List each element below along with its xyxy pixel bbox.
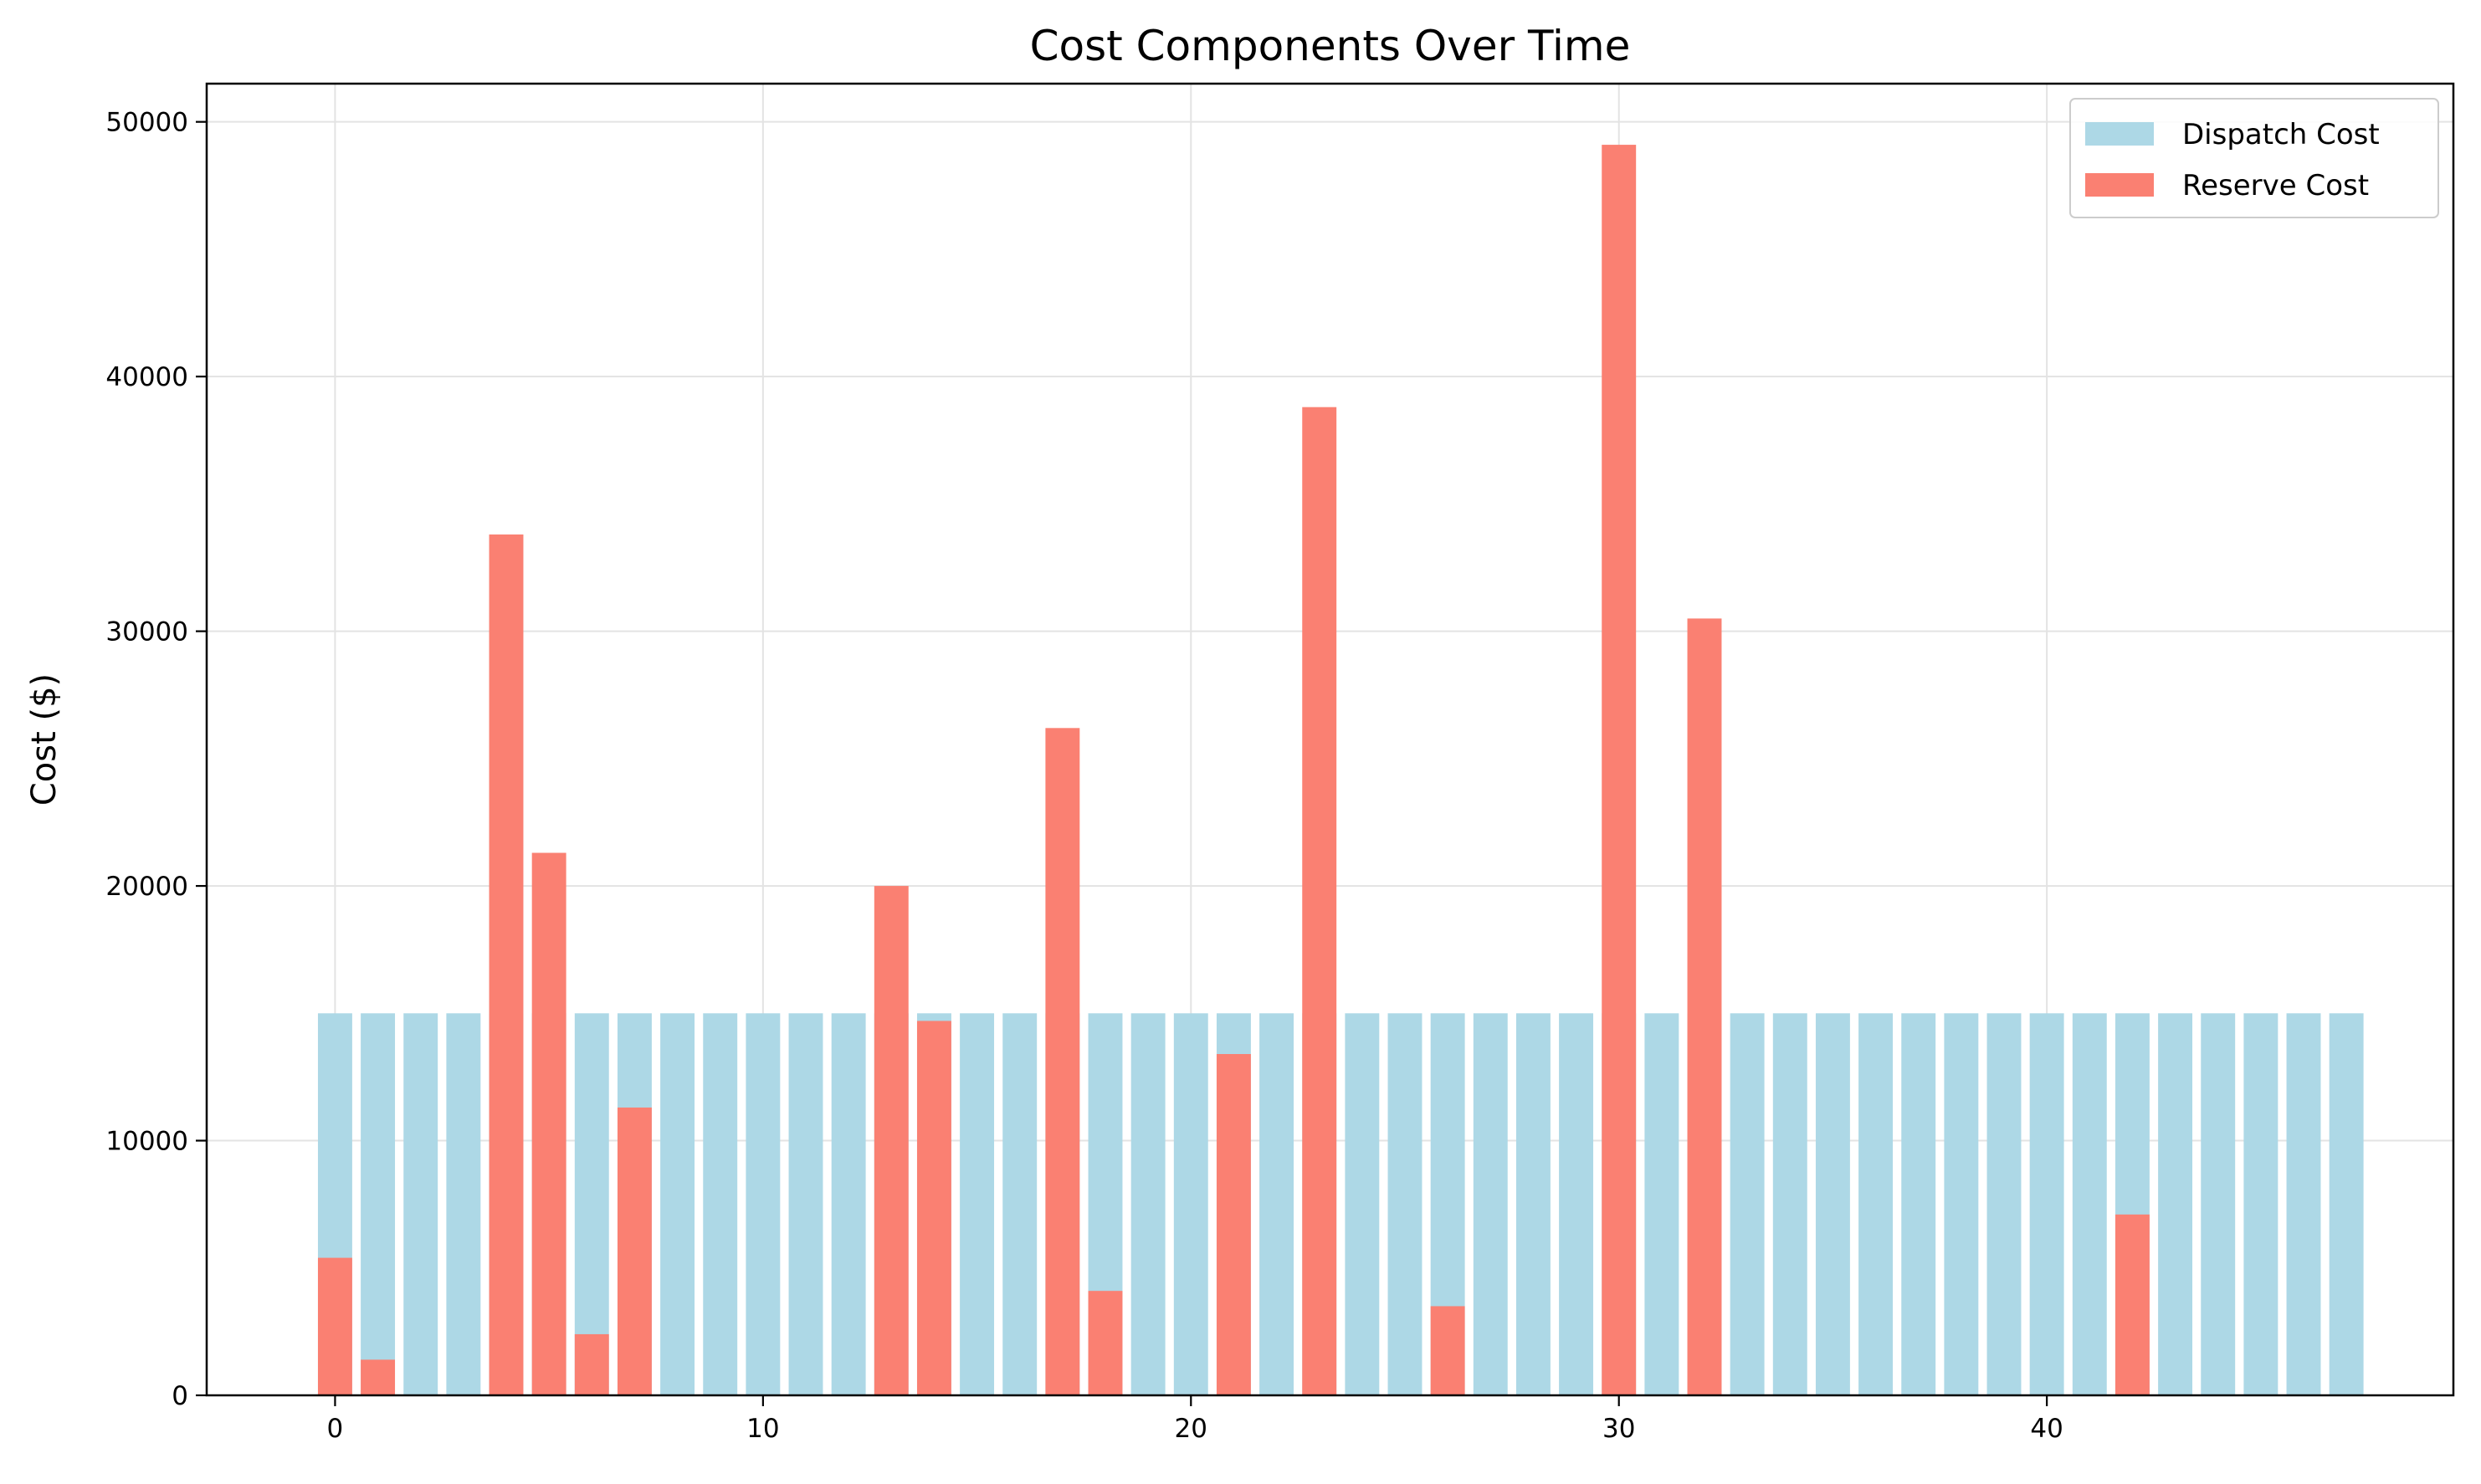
x-tick-label: 30 <box>1602 1414 1635 1444</box>
dispatch-cost-legend-swatch <box>2085 122 2154 146</box>
y-tick-label: 30000 <box>105 617 188 647</box>
reserve-cost-bar <box>2114 1214 2150 1395</box>
y-tick-label: 20000 <box>105 872 188 902</box>
dispatch-cost-bar <box>2329 1013 2364 1395</box>
x-tick-label: 0 <box>327 1414 344 1444</box>
reserve-cost-bar <box>1302 407 1337 1395</box>
dispatch-cost-bar <box>361 1013 396 1395</box>
reserve-cost-legend-label: Reserve Cost <box>2182 169 2369 202</box>
dispatch-cost-bar <box>2243 1013 2279 1395</box>
reserve-cost-bar <box>1088 1291 1123 1395</box>
reserve-cost-bar <box>361 1359 396 1395</box>
chart-title: Cost Components Over Time <box>1030 22 1631 70</box>
y-axis-label: Cost ($) <box>25 673 64 806</box>
reserve-cost-bar <box>1687 618 1722 1395</box>
plot-frame <box>205 82 2455 1397</box>
dispatch-cost-bar <box>1130 1013 1166 1395</box>
reserve-cost-bar <box>1430 1306 1465 1395</box>
dispatch-cost-bar <box>2286 1013 2321 1395</box>
dispatch-cost-bar <box>1730 1013 1765 1395</box>
dispatch-cost-bar <box>660 1013 695 1395</box>
dispatch-cost-bar <box>1858 1013 1894 1395</box>
bars <box>317 145 2364 1396</box>
dispatch-cost-bar <box>2072 1013 2107 1395</box>
dispatch-cost-bar <box>2158 1013 2193 1395</box>
y-tick-label: 40000 <box>105 362 188 392</box>
reserve-cost-bar <box>1045 728 1080 1395</box>
reserve-cost-bar <box>874 886 909 1395</box>
dispatch-cost-bar <box>831 1013 866 1395</box>
legend: Dispatch Cost Reserve Cost <box>2069 98 2439 218</box>
x-tick-label: 10 <box>746 1414 779 1444</box>
reserve-cost-bar <box>531 852 566 1395</box>
dispatch-cost-bar <box>403 1013 438 1395</box>
dispatch-cost-bar <box>1772 1013 1807 1395</box>
dispatch-cost-bar <box>1387 1013 1422 1395</box>
dispatch-cost-bar <box>1815 1013 1850 1395</box>
dispatch-cost-bar <box>1345 1013 1380 1395</box>
y-tick-label: 10000 <box>105 1127 188 1157</box>
reserve-cost-legend-swatch <box>2085 173 2154 197</box>
dispatch-cost-bar <box>746 1013 781 1395</box>
x-tick-label: 40 <box>2030 1414 2063 1444</box>
reserve-cost-bar <box>489 534 524 1396</box>
dispatch-cost-bar <box>1944 1013 1979 1395</box>
dispatch-cost-bar <box>1644 1013 1679 1395</box>
dispatch-cost-bar <box>788 1013 823 1395</box>
dispatch-cost-bar <box>1901 1013 1936 1395</box>
dispatch-cost-bar <box>574 1013 609 1395</box>
dispatch-cost-bar <box>1259 1013 1294 1395</box>
dispatch-cost-bar <box>1173 1013 1208 1395</box>
reserve-cost-bar <box>574 1333 609 1395</box>
dispatch-cost-bar <box>1002 1013 1038 1395</box>
dispatch-cost-bar <box>703 1013 738 1395</box>
reserve-cost-bar <box>617 1107 652 1395</box>
y-tick-label: 0 <box>172 1381 188 1411</box>
dispatch-cost-bar <box>2201 1013 2236 1395</box>
reserve-cost-bar <box>317 1257 352 1395</box>
reserve-cost-bar <box>1602 145 1637 1396</box>
dispatch-cost-bar <box>1515 1013 1551 1395</box>
dispatch-cost-legend-label: Dispatch Cost <box>2182 118 2380 151</box>
legend-box <box>2069 98 2439 218</box>
x-tick-label: 20 <box>1175 1414 1207 1444</box>
dispatch-cost-bar <box>960 1013 995 1395</box>
reserve-cost-bar <box>1216 1054 1251 1395</box>
dispatch-cost-bar <box>1559 1013 1594 1395</box>
reserve-cost-bar <box>916 1021 951 1395</box>
dispatch-cost-bar <box>1473 1013 1508 1395</box>
y-tick-label: 50000 <box>105 108 188 138</box>
dispatch-cost-bar <box>446 1013 481 1395</box>
dispatch-cost-bar <box>2029 1013 2064 1395</box>
dispatch-cost-bar <box>1986 1013 2022 1395</box>
axis-ticks: 0 10 20 30 40 0 10000 20000 30000 40000 50000 <box>105 108 2063 1444</box>
